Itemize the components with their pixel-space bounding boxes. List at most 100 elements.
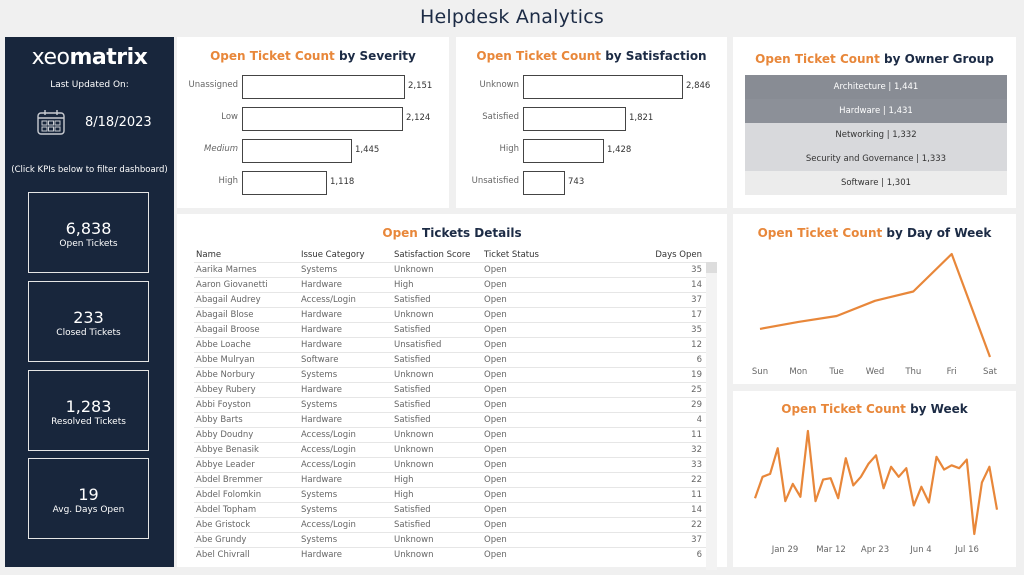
column-header-ticket-status[interactable]: Ticket Status xyxy=(484,249,539,260)
cell-issue-category: Systems xyxy=(299,486,392,502)
cell-name: Aarika Marnes xyxy=(194,261,299,277)
kpi-avg-days-open[interactable]: 19 Avg. Days Open xyxy=(28,458,149,539)
table-row[interactable]: Abdel Topham Systems Satisfied Open 14 xyxy=(194,501,706,517)
axis-tick-label: Jan 29 xyxy=(771,545,799,555)
cell-satisfaction-score: Unknown xyxy=(392,261,482,277)
table-row[interactable]: Abbe Loache Hardware Unsatisfied Open 12 xyxy=(194,336,706,352)
bar[interactable] xyxy=(523,139,604,163)
cell-issue-category: Access/Login xyxy=(299,426,392,442)
weekly-title: Open Ticket Count by Week xyxy=(781,402,968,416)
table-row[interactable]: Aarika Marnes Systems Unknown Open 35 xyxy=(194,261,706,277)
table-header-row: Name Issue Category Satisfaction Score T… xyxy=(194,248,706,262)
bar[interactable] xyxy=(242,171,327,195)
cell-days-open: 6 xyxy=(602,351,706,367)
table-row[interactable]: Abbye Leader Access/Login Unknown Open 33 xyxy=(194,456,706,472)
owner-group-software[interactable]: Software | 1,301 xyxy=(745,171,1007,195)
column-header-days-open[interactable]: Days Open xyxy=(655,249,702,260)
bar[interactable] xyxy=(242,139,352,163)
cell-issue-category: Systems xyxy=(299,366,392,382)
bar[interactable] xyxy=(242,75,405,99)
weekly-card: Open Ticket Count by Week Jan 29 Mar 12 Ap… xyxy=(733,391,1016,567)
table-row[interactable]: Abagail Audrey Access/Login Satisfied Open 3… xyxy=(194,291,706,307)
table-row[interactable]: Abagail Blose Hardware Unknown Open 17 xyxy=(194,306,706,322)
kpi-value: 19 xyxy=(78,485,99,504)
table-row[interactable]: Aaron Giovanetti Hardware High Open 14 xyxy=(194,276,706,292)
kpi-label: Open Tickets xyxy=(59,238,118,249)
table-row[interactable]: Abby Barts Hardware Satisfied Open 4 xyxy=(194,411,706,427)
cell-satisfaction-score: Satisfied xyxy=(392,381,482,397)
table-row[interactable]: Abbi Foyston Systems Satisfied Open 29 xyxy=(194,396,706,412)
day-of-week-line-chart[interactable]: Sun Mon Tue Wed Thu Fri Sat xyxy=(733,239,1016,384)
table-row[interactable]: Abby Doudny Access/Login Unknown Open 11 xyxy=(194,426,706,442)
kpi-closed-tickets[interactable]: 233 Closed Tickets xyxy=(28,281,149,362)
table-row[interactable]: Abbe Norbury Systems Unknown Open 19 xyxy=(194,366,706,382)
table-row[interactable]: Abbe Mulryan Software Satisfied Open 6 xyxy=(194,351,706,367)
column-header-name[interactable]: Name xyxy=(196,249,222,260)
ticket-details-card: Open Tickets Details Name Issue Category… xyxy=(177,214,727,570)
owner-group-security-governance[interactable]: Security and Governance | 1,333 xyxy=(745,147,1007,171)
column-header-satisfaction-score[interactable]: Satisfaction Score xyxy=(394,249,471,260)
axis-tick-label: Fri xyxy=(947,367,957,377)
kpi-resolved-tickets[interactable]: 1,283 Resolved Tickets xyxy=(28,370,149,451)
cell-issue-category: Systems xyxy=(299,261,392,277)
cell-satisfaction-score: Satisfied xyxy=(392,516,482,532)
scrollbar-thumb[interactable] xyxy=(706,262,717,273)
cell-ticket-status: Open xyxy=(482,366,602,382)
table-row[interactable]: Abbye Benasik Access/Login Unknown Open 32 xyxy=(194,441,706,457)
cell-days-open: 11 xyxy=(602,426,706,442)
owner-group-networking[interactable]: Networking | 1,332 xyxy=(745,123,1007,147)
cell-satisfaction-score: Satisfied xyxy=(392,501,482,517)
kpi-label: Resolved Tickets xyxy=(51,416,126,427)
bar[interactable] xyxy=(242,107,403,131)
logo-prefix: xeo xyxy=(31,45,70,70)
table-row[interactable]: Abel Chivrall Hardware Unknown Open 6 xyxy=(194,546,706,562)
cell-name: Abby Barts xyxy=(194,411,299,427)
cell-ticket-status: Open xyxy=(482,381,602,397)
owner-group-card: Open Ticket Count by Owner Group Archite… xyxy=(733,37,1016,208)
cell-ticket-status: Open xyxy=(482,471,602,487)
cell-satisfaction-score: Unsatisfied xyxy=(392,336,482,352)
last-updated-date: 8/18/2023 xyxy=(85,115,152,130)
ticket-details-table: Name Issue Category Satisfaction Score T… xyxy=(194,248,706,562)
cell-ticket-status: Open xyxy=(482,291,602,307)
cell-name: Aaron Giovanetti xyxy=(194,276,299,292)
weekly-line-chart[interactable]: Jan 29 Mar 12 Apr 23 Jun 4 Jul 16 xyxy=(733,416,1016,566)
table-row[interactable]: Abe Gristock Access/Login Satisfied Open 22 xyxy=(194,516,706,532)
cell-issue-category: Systems xyxy=(299,396,392,412)
bar[interactable] xyxy=(523,75,683,99)
page-title: Helpdesk Analytics xyxy=(420,6,604,28)
table-row[interactable]: Abagail Broose Hardware Satisfied Open 35 xyxy=(194,321,706,337)
owner-group-hardware[interactable]: Hardware | 1,431 xyxy=(745,99,1007,123)
cell-days-open: 14 xyxy=(602,276,706,292)
day-of-week-title: Open Ticket Count by Day of Week xyxy=(757,226,992,240)
owner-group-architecture[interactable]: Architecture | 1,441 xyxy=(745,75,1007,99)
cell-issue-category: Access/Login xyxy=(299,516,392,532)
cell-satisfaction-score: Unknown xyxy=(392,441,482,457)
bar[interactable] xyxy=(523,107,626,131)
bar[interactable] xyxy=(523,171,565,195)
cell-days-open: 33 xyxy=(602,456,706,472)
cell-issue-category: Hardware xyxy=(299,321,392,337)
table-row[interactable]: Abdel Bremmer Hardware High Open 22 xyxy=(194,471,706,487)
logo-suffix: matrix xyxy=(69,45,148,70)
cell-days-open: 19 xyxy=(602,366,706,382)
table-scrollbar[interactable] xyxy=(706,262,717,570)
table-row[interactable]: Abbey Rubery Hardware Satisfied Open 25 xyxy=(194,381,706,397)
cell-satisfaction-score: Satisfied xyxy=(392,321,482,337)
cell-ticket-status: Open xyxy=(482,426,602,442)
kpi-open-tickets[interactable]: 6,838 Open Tickets xyxy=(28,192,149,273)
axis-tick-label: Jul 16 xyxy=(954,545,979,555)
table-row[interactable]: Abe Grundy Systems Unknown Open 37 xyxy=(194,531,706,547)
axis-tick-label: Mar 12 xyxy=(816,545,846,555)
cell-ticket-status: Open xyxy=(482,546,602,562)
table-row[interactable]: Abdel Folomkin Systems High Open 11 xyxy=(194,486,706,502)
severity-chart-title: Open Ticket Count by Severity xyxy=(210,49,416,63)
cell-issue-category: Access/Login xyxy=(299,291,392,307)
cell-satisfaction-score: Unknown xyxy=(392,456,482,472)
cell-issue-category: Hardware xyxy=(299,381,392,397)
cell-days-open: 17 xyxy=(602,306,706,322)
cell-days-open: 29 xyxy=(602,396,706,412)
cell-ticket-status: Open xyxy=(482,516,602,532)
cell-satisfaction-score: Unknown xyxy=(392,366,482,382)
column-header-issue-category[interactable]: Issue Category xyxy=(301,249,365,260)
